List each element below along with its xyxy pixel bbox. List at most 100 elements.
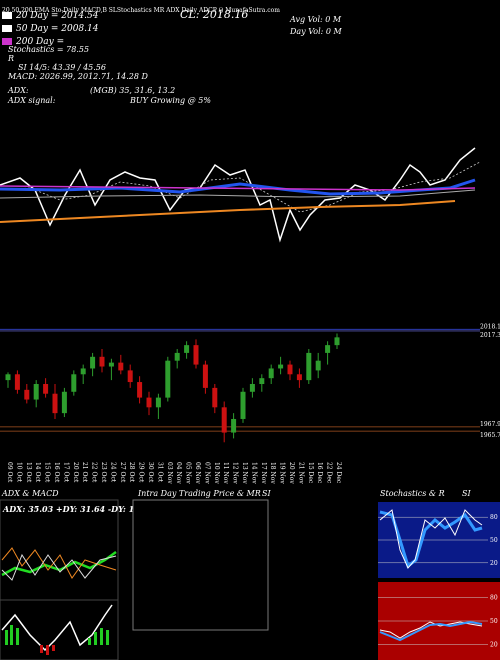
adx-white	[1, 553, 117, 581]
macd-histogram-neg	[40, 645, 55, 655]
stoch-white	[379, 509, 483, 569]
x-tick-label: 13 Oct	[25, 462, 32, 483]
level-label: 1965.76	[480, 432, 500, 439]
legend-swatch	[2, 38, 12, 45]
x-tick-label: 12 Nov	[232, 462, 239, 484]
adx-label: ADX:	[7, 86, 29, 95]
y-tick-label: 80	[490, 514, 498, 521]
x-tick-label: 23 Oct	[100, 462, 107, 483]
y-tick-label: 50	[490, 537, 498, 544]
panel-title: ADX & MACD	[1, 489, 59, 498]
adx-signal: BUY Growing @ 5%	[129, 96, 211, 105]
sma-white	[0, 147, 476, 243]
x-tick-label: 10 Oct	[15, 462, 22, 483]
candle-body	[33, 384, 39, 400]
rsi-blue	[379, 620, 483, 642]
x-tick-label: 27 Oct	[119, 462, 126, 483]
caption: 20,50,200 EMA Sto-Daily MACD,B SLStochas…	[2, 7, 280, 14]
candle-body	[278, 364, 284, 369]
panel-title: Stochastics & R	[380, 489, 445, 498]
adx-signal-label: ADX signal:	[7, 96, 56, 105]
adx-orange	[1, 547, 117, 579]
x-tick-label: 11 Nov	[222, 462, 229, 484]
y-tick-label: 80	[490, 595, 498, 602]
intraday-panel	[132, 499, 269, 631]
x-tick-label: 22 Dec	[326, 462, 333, 484]
candle-body	[61, 391, 67, 414]
panel-title: Intra Day Trading Price & MR	[137, 489, 261, 498]
candle-body	[259, 378, 265, 384]
legend-swatch	[2, 12, 12, 19]
adx-values: ADX: 35.03 +DY: 31.64 -DY: 15.22	[2, 504, 154, 514]
x-tick-label: 19 Nov	[279, 462, 286, 484]
x-tick-label: 18 Nov	[269, 462, 276, 484]
legend-swatch	[2, 25, 12, 32]
x-tick-label: 21 Oct	[81, 462, 88, 483]
indicator: R	[7, 54, 14, 63]
ema-purple	[0, 185, 476, 191]
candle-body	[212, 387, 218, 408]
x-tick-label: 14 Oct	[34, 462, 41, 483]
candle-body	[296, 374, 302, 381]
candle-body	[127, 370, 133, 383]
candle-body	[118, 362, 124, 371]
legend-label: 200 Day =	[15, 37, 64, 47]
x-tick-label: 29 Oct	[138, 462, 145, 483]
x-tick-label: 05 Nov	[185, 462, 192, 484]
avg-vol: Avg Vol: 0 M	[289, 15, 342, 24]
y-tick-label: 20	[490, 641, 498, 648]
candle-body	[137, 382, 143, 398]
y-tick-label: 20	[490, 560, 498, 567]
indicator: SI 14/5: 43.39 / 45.56	[18, 63, 106, 72]
indicator: Stochastics = 78.55	[8, 45, 89, 54]
candle-body	[174, 352, 180, 361]
candle-body	[240, 391, 246, 419]
candle-body	[268, 368, 274, 379]
ema-orange	[0, 200, 456, 223]
macd-line	[1, 604, 113, 652]
x-tick-label: 15 Oct	[44, 462, 51, 483]
candle-body	[52, 393, 58, 414]
candle-body	[325, 345, 331, 353]
x-tick-label: 15 Dec	[307, 462, 314, 484]
x-tick-label: 14 Nov	[250, 462, 257, 484]
x-tick-label: 22 Oct	[91, 462, 98, 483]
sma-dotted	[0, 161, 481, 213]
legend-label: 50 Day = 2008.14	[16, 24, 99, 34]
x-tick-label: 16 Oct	[53, 462, 60, 483]
candle-body	[306, 352, 312, 381]
x-tick-label: 20 Oct	[72, 462, 79, 483]
candle-body	[24, 389, 30, 400]
candle-body	[202, 364, 208, 388]
candle-body	[80, 368, 86, 375]
candle-body	[43, 384, 49, 394]
adx-green	[1, 550, 117, 577]
candle-body	[5, 374, 11, 381]
x-tick-label: 17 Nov	[260, 462, 267, 484]
x-tick-label: 24 Oct	[109, 462, 116, 483]
candle-body	[184, 345, 190, 353]
panel-si: SI	[262, 489, 271, 498]
x-tick-label: 17 Oct	[62, 462, 69, 483]
stoch-blue	[379, 510, 483, 569]
stoch-ticks: 80 50 20 80 50 20	[378, 514, 498, 648]
x-tick-label: 30 Oct	[147, 462, 154, 483]
candle-body	[249, 384, 255, 392]
adx-value: (MGB) 35, 31.6, 13.2	[90, 86, 175, 95]
x-tick-label: 31 Oct	[156, 462, 163, 483]
candle-body	[108, 362, 114, 367]
close: CL: 2018.16	[180, 8, 248, 21]
candle-body	[231, 418, 237, 433]
candle-body	[71, 374, 77, 392]
x-tick-label: 10 Nov	[213, 462, 220, 484]
candle-body	[221, 407, 227, 433]
candle-body	[146, 397, 152, 408]
day-vol: Day Vol: 0 M	[289, 27, 343, 36]
candle-body	[334, 337, 340, 346]
x-tick-label: 09 Oct	[6, 462, 13, 483]
x-tick-label: 16 Dec	[316, 462, 323, 484]
x-tick-label: 06 Nov	[194, 462, 201, 484]
